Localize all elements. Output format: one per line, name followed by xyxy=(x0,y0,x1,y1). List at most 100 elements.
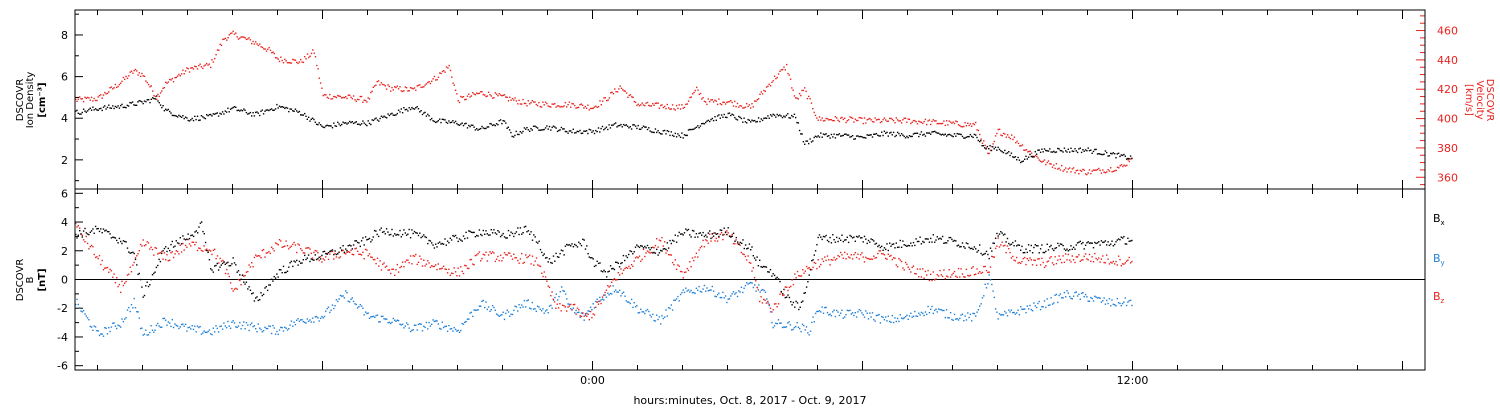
data-point xyxy=(456,330,458,332)
data-point xyxy=(477,129,479,131)
data-point xyxy=(435,79,437,81)
data-point xyxy=(443,70,445,72)
data-point xyxy=(928,119,931,121)
data-point xyxy=(544,127,547,129)
data-point xyxy=(239,321,241,324)
data-point xyxy=(656,314,658,316)
data-point xyxy=(284,58,286,60)
data-point xyxy=(869,117,871,120)
data-point xyxy=(761,119,764,122)
data-point xyxy=(350,298,352,300)
data-point xyxy=(607,99,609,101)
data-point xyxy=(141,327,143,329)
data-point xyxy=(80,233,82,235)
data-point xyxy=(267,48,269,50)
data-point xyxy=(991,145,993,148)
data-point xyxy=(433,75,436,78)
data-point xyxy=(883,254,886,256)
data-point xyxy=(262,248,265,251)
data-point xyxy=(952,121,954,123)
data-point xyxy=(657,318,659,321)
data-point xyxy=(153,95,155,97)
data-point xyxy=(397,88,400,90)
data-point xyxy=(564,306,566,308)
data-point xyxy=(243,321,245,323)
data-point xyxy=(282,330,285,332)
data-point xyxy=(993,256,995,258)
data-point xyxy=(1110,243,1112,245)
data-point xyxy=(503,318,506,321)
data-point xyxy=(495,123,498,125)
data-point xyxy=(918,135,920,138)
data-point xyxy=(472,231,474,234)
data-point xyxy=(969,274,972,276)
data-point xyxy=(1096,153,1099,155)
data-point xyxy=(736,119,739,121)
data-point xyxy=(166,82,168,84)
data-point xyxy=(1035,245,1038,247)
data-point xyxy=(1021,260,1023,263)
data-point xyxy=(716,233,719,235)
data-point xyxy=(555,293,557,295)
data-point xyxy=(449,121,451,124)
data-point xyxy=(1114,263,1116,265)
data-point xyxy=(428,321,430,324)
data-point xyxy=(1042,251,1044,254)
data-point xyxy=(1010,257,1013,259)
data-point xyxy=(581,104,584,106)
data-point xyxy=(1005,241,1007,243)
data-point xyxy=(292,58,294,61)
data-point xyxy=(587,313,589,315)
data-point xyxy=(886,120,888,123)
data-point xyxy=(732,242,735,245)
data-point xyxy=(994,247,997,250)
data-point xyxy=(588,310,590,312)
data-point xyxy=(505,237,507,239)
data-point xyxy=(427,242,429,245)
data-point xyxy=(400,90,402,92)
data-point xyxy=(624,267,626,270)
data-point xyxy=(1030,244,1032,247)
data-point xyxy=(452,330,454,332)
data-point xyxy=(346,123,348,125)
data-point xyxy=(134,258,137,261)
data-point xyxy=(709,289,711,291)
data-point xyxy=(1116,297,1118,300)
data-point xyxy=(399,111,401,113)
data-point xyxy=(978,140,981,143)
data-point xyxy=(1099,244,1101,246)
data-point xyxy=(175,115,177,117)
data-point xyxy=(167,247,169,250)
data-point xyxy=(407,233,409,235)
data-point xyxy=(832,311,834,313)
data-point xyxy=(478,92,481,94)
data-point xyxy=(964,276,966,278)
data-point xyxy=(985,269,988,272)
data-point xyxy=(785,326,788,328)
data-point xyxy=(222,259,224,262)
data-point xyxy=(1027,259,1030,262)
data-point xyxy=(525,254,527,256)
data-point xyxy=(304,252,306,254)
data-point xyxy=(579,316,581,319)
data-point xyxy=(694,236,696,238)
data-point xyxy=(229,282,232,284)
data-point xyxy=(556,130,559,133)
data-point xyxy=(220,325,222,327)
data-point xyxy=(1046,161,1048,164)
data-point xyxy=(75,303,77,306)
data-point xyxy=(766,298,768,300)
data-point xyxy=(1095,169,1097,171)
data-point xyxy=(142,334,144,336)
data-point xyxy=(1016,245,1018,247)
data-point xyxy=(691,128,694,131)
data-point xyxy=(118,283,121,286)
data-point xyxy=(312,49,314,51)
data-point xyxy=(462,323,465,325)
data-point xyxy=(711,99,713,101)
data-point xyxy=(247,288,249,290)
data-point xyxy=(188,326,191,328)
data-point xyxy=(405,259,408,261)
data-point xyxy=(367,312,369,314)
data-point xyxy=(936,123,938,125)
